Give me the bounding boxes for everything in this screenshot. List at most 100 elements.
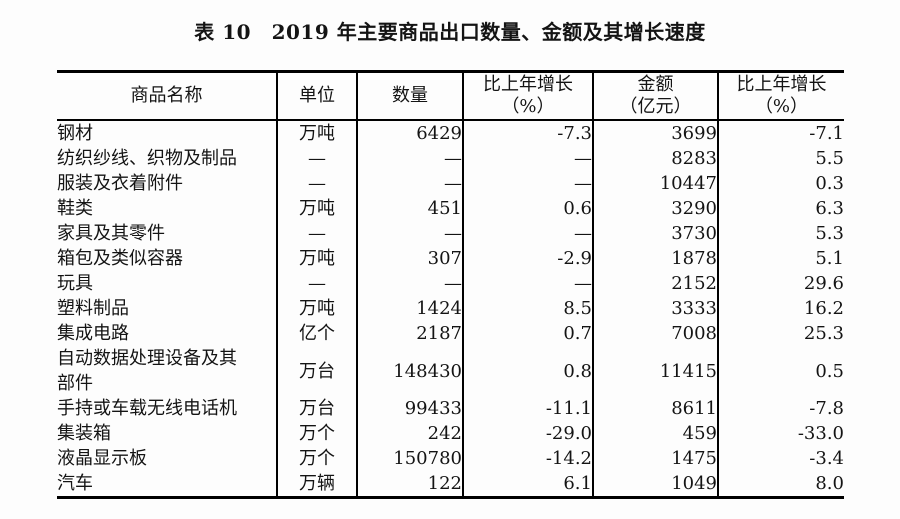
quantity-cell: 99433 — [356, 396, 463, 421]
table-row: 服装及衣着附件 — — — 10447 0.3 — [57, 171, 844, 196]
quantity-cell: 6429 — [356, 120, 463, 146]
amount-cell: 3699 — [592, 120, 718, 146]
table-row: 玩具 — — — 2152 29.6 — [57, 271, 844, 296]
unit-cell: 万吨 — [276, 246, 357, 271]
quantity-cell: — — [356, 146, 463, 171]
unit-cell: 万个 — [276, 421, 357, 446]
table-row: 液晶显示板 万个 150780 -14.2 1475 -3.4 — [57, 446, 844, 471]
col-header-label: 比上年增长 — [483, 74, 573, 95]
table-row: 钢材 万吨 6429 -7.3 3699 -7.1 — [57, 120, 844, 146]
quantity-growth-cell: -7.3 — [462, 120, 593, 146]
commodity-name-cell: 手持或车载无线电话机 — [57, 398, 237, 419]
unit-cell: — — [276, 271, 357, 296]
amount-cell: 7008 — [592, 321, 718, 346]
unit-cell: — — [276, 146, 357, 171]
quantity-cell: 242 — [356, 421, 463, 446]
unit-cell: — — [276, 221, 357, 246]
table-row: 集成电路 亿个 2187 0.7 7008 25.3 — [57, 321, 844, 346]
amount-growth-cell: -3.4 — [717, 446, 844, 471]
table-row: 鞋类 万吨 451 0.6 3290 6.3 — [57, 196, 844, 221]
commodity-name-cell: 钢材 — [57, 123, 93, 144]
quantity-cell: 148430 — [356, 346, 463, 396]
amount-growth-cell: 16.2 — [717, 296, 844, 321]
commodity-name-cell: 集装箱 — [57, 423, 111, 444]
quantity-cell: — — [356, 171, 463, 196]
table-row: 家具及其零件 — — — 3730 5.3 — [57, 221, 844, 246]
commodity-name-cell: 塑料制品 — [57, 298, 129, 319]
quantity-growth-cell: 0.7 — [462, 321, 593, 346]
amount-growth-cell: 29.6 — [717, 271, 844, 296]
commodity-name-cell: 家具及其零件 — [57, 223, 165, 244]
amount-cell: 3290 — [592, 196, 718, 221]
unit-cell: 亿个 — [276, 321, 357, 346]
unit-cell: 万个 — [276, 446, 357, 471]
col-header-label: 数量 — [392, 85, 428, 106]
amount-cell: 459 — [592, 421, 718, 446]
amount-growth-cell: 8.0 — [717, 471, 844, 498]
commodity-name-cell: 玩具 — [57, 273, 93, 294]
col-header-label: 比上年增长 — [736, 74, 827, 95]
commodity-name-cell: 汽车 — [57, 473, 93, 494]
quantity-growth-cell: 6.1 — [462, 471, 593, 498]
header-row: 商品名称 单位 数量 比上年增长 （%） 金额 （亿元） 比上年增长 （%） — [57, 71, 844, 121]
export-commodities-table: 商品名称 单位 数量 比上年增长 （%） 金额 （亿元） 比上年增长 （%） 钢材 万… — [57, 70, 844, 499]
commodity-name-cell: 纺织纱线、织物及制品 — [57, 148, 237, 169]
table-row: 塑料制品 万吨 1424 8.5 3333 16.2 — [57, 296, 844, 321]
amount-cell: 1878 — [592, 246, 718, 271]
unit-cell: 万台 — [276, 396, 357, 421]
table-title: 表 10 2019 年主要商品出口数量、金额及其增长速度 — [194, 20, 706, 44]
amount-growth-cell: -33.0 — [717, 421, 844, 446]
quantity-growth-cell: 0.8 — [462, 346, 593, 396]
commodity-name-cell: 箱包及类似容器 — [57, 248, 183, 269]
commodity-name-cell: 鞋类 — [57, 198, 93, 219]
amount-cell: 3730 — [592, 221, 718, 246]
table-row: 汽车 万辆 122 6.1 1049 8.0 — [57, 471, 844, 498]
table-body: 钢材 万吨 6429 -7.3 3699 -7.1 纺织纱线、织物及制品 — —… — [57, 120, 844, 498]
quantity-growth-cell: — — [462, 171, 593, 196]
unit-cell: 万辆 — [276, 471, 357, 498]
quantity-growth-cell: 0.6 — [462, 196, 593, 221]
col-header-amount: 金额 （亿元） — [592, 71, 718, 121]
amount-growth-cell: 5.1 — [717, 246, 844, 271]
amount-growth-cell: 0.3 — [717, 171, 844, 196]
col-header-quantity: 数量 — [356, 71, 463, 121]
commodity-name-cell: 服装及衣着附件 — [57, 173, 183, 194]
quantity-growth-cell: 8.5 — [462, 296, 593, 321]
amount-cell: 3333 — [592, 296, 718, 321]
col-header-sublabel: （亿元） — [619, 96, 692, 117]
table-row: 箱包及类似容器 万吨 307 -2.9 1878 5.1 — [57, 246, 844, 271]
col-header-unit: 单位 — [276, 71, 357, 121]
table-row: 自动数据处理设备及其 部件 万台 148430 0.8 11415 0.5 — [57, 346, 844, 396]
amount-cell: 8611 — [592, 396, 718, 421]
amount-growth-cell: 0.5 — [717, 346, 844, 396]
quantity-growth-cell: — — [462, 221, 593, 246]
col-header-label: 单位 — [299, 85, 335, 106]
unit-cell: — — [276, 171, 357, 196]
amount-cell: 10447 — [592, 171, 718, 196]
table-header: 商品名称 单位 数量 比上年增长 （%） 金额 （亿元） 比上年增长 （%） — [57, 71, 844, 121]
col-header-commodity-name: 商品名称 — [57, 71, 277, 121]
quantity-growth-cell: — — [462, 271, 593, 296]
commodity-name-cell: 自动数据处理设备及其 部件 — [57, 348, 237, 394]
col-header-label: 金额 — [637, 74, 674, 95]
quantity-cell: 122 — [356, 471, 463, 498]
col-header-sublabel: （%） — [501, 96, 555, 117]
amount-growth-cell: 25.3 — [717, 321, 844, 346]
commodity-name-cell: 液晶显示板 — [57, 448, 147, 469]
table-row: 手持或车载无线电话机 万台 99433 -11.1 8611 -7.8 — [57, 396, 844, 421]
amount-growth-cell: -7.8 — [717, 396, 844, 421]
amount-cell: 2152 — [592, 271, 718, 296]
quantity-cell: — — [356, 221, 463, 246]
quantity-growth-cell: -29.0 — [462, 421, 593, 446]
quantity-cell: 1424 — [356, 296, 463, 321]
unit-cell: 万台 — [276, 346, 357, 396]
commodity-name-cell: 集成电路 — [57, 323, 129, 344]
amount-growth-cell: 5.5 — [717, 146, 844, 171]
amount-growth-cell: 5.3 — [717, 221, 844, 246]
col-header-amount-growth: 比上年增长 （%） — [717, 71, 844, 121]
quantity-cell: 307 — [356, 246, 463, 271]
col-header-quantity-growth: 比上年增长 （%） — [462, 71, 593, 121]
quantity-cell: 451 — [356, 196, 463, 221]
table-row: 纺织纱线、织物及制品 — — — 8283 5.5 — [57, 146, 844, 171]
